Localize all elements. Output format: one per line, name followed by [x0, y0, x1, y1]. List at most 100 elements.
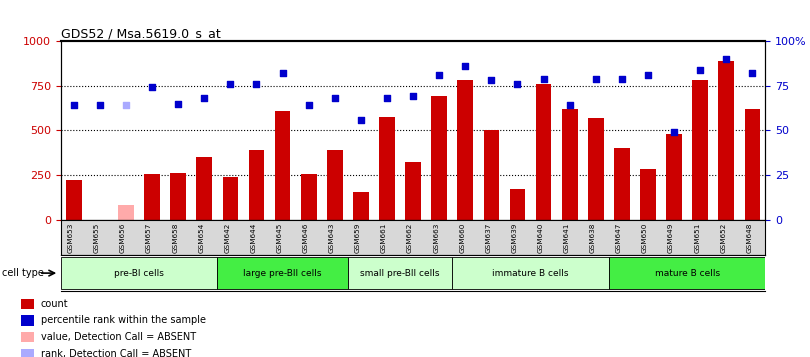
Text: value, Detection Call = ABSENT: value, Detection Call = ABSENT [40, 332, 196, 342]
Point [407, 94, 420, 99]
Bar [197, 157, 212, 220]
Point [67, 102, 80, 108]
Text: immature B cells: immature B cells [492, 268, 569, 278]
Bar [347, 257, 452, 289]
Point [355, 117, 368, 122]
Bar [144, 174, 160, 220]
Bar [118, 205, 134, 220]
Text: GSM642: GSM642 [224, 222, 230, 253]
Text: GSM646: GSM646 [303, 222, 309, 253]
Bar [744, 109, 761, 220]
Point [172, 101, 185, 106]
Bar [667, 134, 682, 220]
Text: GSM663: GSM663 [433, 222, 439, 253]
Bar [588, 118, 603, 220]
Point [146, 85, 159, 90]
Text: cell type: cell type [2, 268, 45, 278]
Bar [66, 180, 82, 220]
Bar [223, 177, 238, 220]
Text: GSM645: GSM645 [276, 222, 283, 253]
Point [433, 72, 446, 78]
Text: rank, Detection Call = ABSENT: rank, Detection Call = ABSENT [40, 349, 191, 357]
Text: GSM657: GSM657 [146, 222, 152, 253]
Bar [353, 192, 369, 220]
Bar [535, 84, 552, 220]
Text: GSM643: GSM643 [329, 222, 335, 253]
Bar [21, 332, 34, 342]
Point [616, 76, 629, 81]
Bar [21, 349, 34, 357]
Point [485, 77, 498, 83]
Text: GDS52 / Msa.5619.0_s_at: GDS52 / Msa.5619.0_s_at [61, 27, 220, 40]
Point [537, 76, 550, 81]
Point [93, 102, 106, 108]
Text: GSM640: GSM640 [538, 222, 544, 253]
Text: pre-BI cells: pre-BI cells [114, 268, 164, 278]
Bar [609, 257, 765, 289]
Point [120, 102, 133, 108]
Point [746, 70, 759, 76]
Text: large pre-BII cells: large pre-BII cells [243, 268, 322, 278]
Point [511, 81, 524, 87]
Text: GSM653: GSM653 [68, 222, 74, 253]
Bar [562, 109, 578, 220]
Text: GSM655: GSM655 [94, 222, 100, 253]
Point [250, 81, 263, 87]
Bar [484, 130, 499, 220]
Bar [21, 298, 34, 309]
Text: GSM651: GSM651 [694, 222, 700, 253]
Point [720, 56, 733, 62]
Text: GSM654: GSM654 [198, 222, 204, 253]
Bar [379, 117, 394, 220]
Bar [405, 161, 421, 220]
Bar [509, 189, 526, 220]
Text: GSM662: GSM662 [407, 222, 413, 253]
Text: GSM659: GSM659 [355, 222, 361, 253]
Point [302, 102, 315, 108]
Text: GSM647: GSM647 [616, 222, 622, 253]
Point [328, 95, 341, 101]
Text: GSM658: GSM658 [173, 222, 178, 253]
Bar [275, 111, 291, 220]
Text: GSM656: GSM656 [120, 222, 126, 253]
Text: mature B cells: mature B cells [654, 268, 720, 278]
Point [590, 76, 603, 81]
Point [276, 70, 289, 76]
Point [642, 72, 654, 78]
Bar [640, 169, 656, 220]
Text: GSM639: GSM639 [511, 222, 518, 253]
Point [458, 63, 471, 69]
Point [198, 95, 211, 101]
Bar [170, 173, 186, 220]
Point [224, 81, 237, 87]
Text: count: count [40, 299, 68, 309]
Text: GSM637: GSM637 [485, 222, 492, 253]
Text: GSM652: GSM652 [720, 222, 727, 253]
Text: GSM648: GSM648 [746, 222, 752, 253]
Bar [61, 257, 217, 289]
Bar [327, 150, 343, 220]
Bar [458, 80, 473, 220]
Point [563, 102, 576, 108]
Bar [21, 315, 34, 326]
Bar [301, 174, 317, 220]
Point [693, 67, 706, 72]
Point [381, 95, 394, 101]
Text: GSM641: GSM641 [564, 222, 569, 253]
Text: small pre-BII cells: small pre-BII cells [360, 268, 440, 278]
Bar [249, 150, 264, 220]
Text: GSM660: GSM660 [459, 222, 465, 253]
Text: GSM638: GSM638 [590, 222, 596, 253]
Bar [452, 257, 609, 289]
Text: percentile rank within the sample: percentile rank within the sample [40, 315, 206, 325]
Bar [718, 61, 734, 220]
Bar [693, 80, 708, 220]
Point [667, 129, 680, 135]
Bar [217, 257, 347, 289]
Bar [614, 148, 629, 220]
Bar [432, 96, 447, 220]
Text: GSM661: GSM661 [381, 222, 387, 253]
Text: GSM649: GSM649 [668, 222, 674, 253]
Text: GSM650: GSM650 [642, 222, 648, 253]
Text: GSM644: GSM644 [250, 222, 257, 253]
